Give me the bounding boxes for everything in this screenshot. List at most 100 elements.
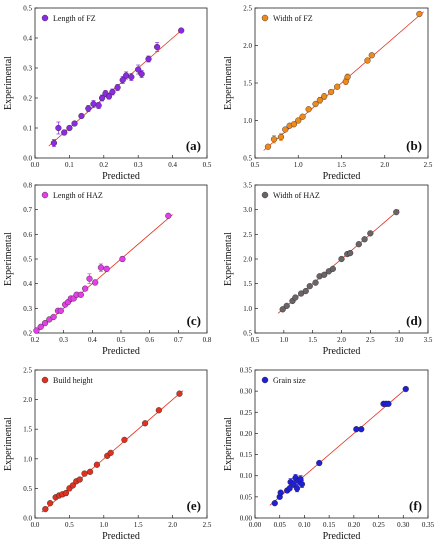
chart-panel: 0.5 1.0 1.5 2.0 2.5 0.5 1.0 1.5 2.0 2.5 Predicted E… <box>223 5 433 183</box>
legend-marker <box>41 14 49 22</box>
x-tick-label: 0.2 <box>99 161 108 169</box>
chart-panel: 0.00 0.05 0.10 0.15 0.20 0.25 0.30 0.35 0.00 0.05… <box>223 367 435 543</box>
x-tick-label: 0.1 <box>65 161 74 169</box>
data-point <box>328 88 335 96</box>
fit-line <box>277 209 400 314</box>
data-point <box>77 291 84 298</box>
x-tick-label: 0.0 <box>31 161 40 169</box>
legend-label: Length of FZ <box>53 14 96 23</box>
x-tick-label: 2.5 <box>366 336 375 344</box>
y-tick-label: 2.0 <box>23 396 32 404</box>
y-tick-label: 0.4 <box>23 35 32 43</box>
data-point <box>155 407 162 414</box>
data-point <box>154 43 161 51</box>
x-axis-title: Predicted <box>102 346 140 357</box>
legend-marker <box>261 14 269 22</box>
data-point <box>385 400 392 407</box>
data-point <box>302 287 309 295</box>
x-tick-label: 0.20 <box>348 521 361 529</box>
y-axis-title: Experimental <box>3 232 14 286</box>
data-point <box>344 73 351 81</box>
data-point <box>271 500 278 507</box>
data-point <box>61 129 68 136</box>
data-point <box>295 117 302 124</box>
plot-frame <box>34 369 208 519</box>
data-point <box>119 255 126 263</box>
y-tick-label: 0.3 <box>23 305 32 313</box>
y-tick-label: 2.0 <box>243 256 252 264</box>
x-axis-title: Predicted <box>323 346 361 357</box>
data-point <box>361 236 368 243</box>
y-tick-label: 0.10 <box>240 472 253 480</box>
data-point <box>316 97 323 104</box>
legend-marker <box>41 191 49 199</box>
chart-panel: 0.2 0.3 0.4 0.5 0.6 0.7 0.8 0.2 0.3 0.4 0.5 0.6 0.7 0… <box>3 182 212 358</box>
data-point <box>41 320 49 327</box>
legend-label: Width of HAZ <box>273 191 320 200</box>
data-point <box>69 482 76 489</box>
data-point <box>402 385 409 393</box>
y-tick-label: 2.5 <box>243 5 252 13</box>
data-point <box>316 459 323 467</box>
data-point <box>292 294 299 301</box>
y-tick-label: 0.2 <box>23 330 32 338</box>
data-point <box>279 306 286 313</box>
data-point <box>114 84 121 91</box>
data-point <box>416 10 423 18</box>
y-tick-label: 1.0 <box>23 455 32 463</box>
data-point <box>62 490 70 497</box>
data-point <box>347 249 354 257</box>
y-tick-label: 0.5 <box>243 330 252 338</box>
data-point <box>71 120 78 127</box>
y-tick-label: 2.5 <box>243 231 252 239</box>
x-tick-label: 1.5 <box>134 521 143 529</box>
x-tick-label: 1.0 <box>294 161 303 169</box>
data-point <box>86 275 93 282</box>
data-point <box>138 70 145 78</box>
legend-marker <box>261 191 269 199</box>
data-point <box>121 436 128 443</box>
chart-panel: 0.5 1.0 1.5 2.0 2.5 3.0 3.5 0.5 1.0 1.5 2.0 2.5 3.0 3… <box>223 182 433 358</box>
data-point <box>312 100 319 108</box>
data-point <box>55 124 62 132</box>
y-tick-label: 0.05 <box>240 493 253 501</box>
x-tick-label: 1.0 <box>99 521 108 529</box>
legend-label: Build height <box>53 376 94 385</box>
data-point <box>282 126 289 133</box>
y-tick-label: 1.5 <box>243 80 252 88</box>
data-point <box>82 285 89 292</box>
data-point <box>283 302 290 309</box>
x-tick-label: 1.0 <box>279 336 288 344</box>
x-tick-label: 0.3 <box>134 161 143 169</box>
x-tick-label: 3.5 <box>424 336 433 344</box>
x-tick-label: 0.3 <box>59 336 68 344</box>
data-point <box>37 323 44 330</box>
y-tick-label: 0.1 <box>23 125 32 133</box>
y-tick-label: 0.25 <box>240 409 253 417</box>
data-point <box>321 93 328 100</box>
y-tick-label: 0.2 <box>23 95 32 103</box>
x-tick-label: 0.10 <box>298 521 311 529</box>
y-tick-label: 2.5 <box>23 367 32 375</box>
x-tick-label: 0.15 <box>323 521 336 529</box>
y-tick-label: 0.00 <box>240 515 253 523</box>
data-point <box>47 500 54 507</box>
y-tick-label: 0.0 <box>23 155 32 163</box>
y-axis-title: Experimental <box>223 56 234 110</box>
legend-label: Grain size <box>273 376 306 385</box>
legend-marker <box>41 376 49 384</box>
y-tick-label: 0.0 <box>23 515 32 523</box>
data-point <box>329 265 336 272</box>
y-tick-label: 0.20 <box>240 430 253 438</box>
data-point <box>165 212 172 219</box>
x-tick-label: 1.5 <box>308 336 317 344</box>
data-point <box>92 279 99 286</box>
x-axis-title: Predicted <box>323 531 361 542</box>
data-point <box>277 133 285 141</box>
data-point <box>135 66 142 73</box>
legend-label: Width of FZ <box>273 14 313 23</box>
y-tick-label: 0.6 <box>23 231 32 239</box>
y-tick-label: 0.35 <box>240 367 253 375</box>
y-tick-label: 0.8 <box>23 182 32 190</box>
data-point <box>76 476 83 483</box>
